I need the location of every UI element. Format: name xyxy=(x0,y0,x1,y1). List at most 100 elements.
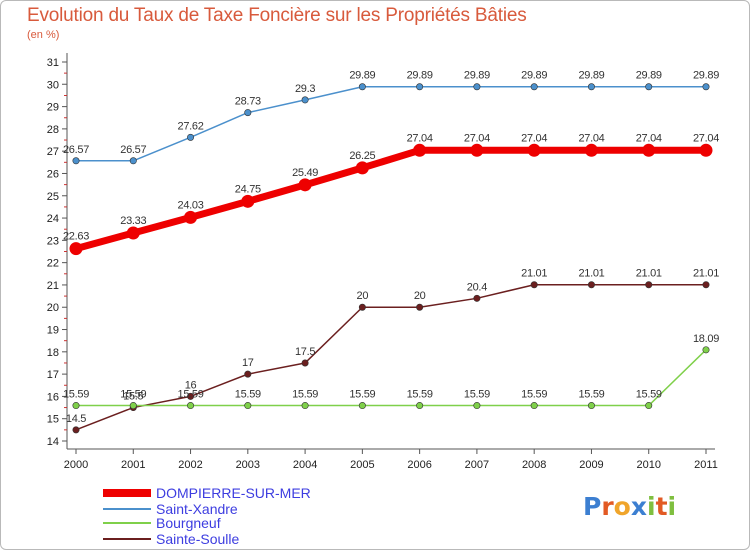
data-label: 21.01 xyxy=(693,268,719,280)
data-label: 25.49 xyxy=(292,167,318,179)
data-label: 15.59 xyxy=(464,389,490,401)
data-label: 26.57 xyxy=(120,144,146,156)
data-point xyxy=(244,402,252,410)
data-label: 29.89 xyxy=(407,70,433,82)
data-point xyxy=(702,83,710,91)
x-tick-label: 2006 xyxy=(407,459,431,471)
y-tick-label: 19 xyxy=(47,325,59,337)
data-label: 26.57 xyxy=(63,144,89,156)
data-label: 15.59 xyxy=(636,389,662,401)
data-label: 29.89 xyxy=(349,70,375,82)
series-line-saint-xandre xyxy=(76,85,706,162)
data-label: 27.62 xyxy=(178,120,204,132)
legend-label: Sainte-Soulle xyxy=(156,531,239,547)
data-point xyxy=(187,402,195,410)
data-label: 29.89 xyxy=(693,70,719,82)
logo-letter: P xyxy=(583,492,601,521)
data-label: 15.5 xyxy=(123,391,143,403)
data-point xyxy=(126,226,140,240)
data-point xyxy=(187,133,195,141)
data-point xyxy=(244,370,252,378)
data-label: 27.04 xyxy=(636,132,662,144)
logo-letter: t xyxy=(656,492,668,521)
logo-letter: i xyxy=(647,492,656,521)
x-tick-label: 2011 xyxy=(694,459,718,471)
series-line-sainte-soulle xyxy=(75,283,706,431)
y-tick-label: 17 xyxy=(47,369,59,381)
y-tick-label: 22 xyxy=(47,258,59,270)
logo-letter: i xyxy=(668,492,677,521)
y-tick-label: 18 xyxy=(47,347,59,359)
x-tick-label: 2009 xyxy=(579,459,603,471)
data-label: 17 xyxy=(242,357,254,369)
proxiti-logo: Proxiti xyxy=(583,492,676,521)
data-point xyxy=(129,402,137,410)
data-point xyxy=(358,303,366,311)
data-point xyxy=(355,161,369,175)
data-point xyxy=(358,402,366,410)
y-tick-label: 26 xyxy=(47,168,59,180)
data-point xyxy=(530,402,538,410)
data-label: 21.01 xyxy=(578,268,604,280)
data-point xyxy=(416,303,424,311)
data-point xyxy=(184,210,198,224)
data-label: 15.59 xyxy=(521,389,547,401)
data-point xyxy=(241,194,255,208)
data-point xyxy=(129,157,137,165)
legend-label: DOMPIERRE-SUR-MER xyxy=(156,485,311,501)
y-tick-label: 28 xyxy=(47,124,59,136)
series-line-bourgneuf xyxy=(76,349,707,407)
data-point xyxy=(645,281,653,289)
x-tick-label: 2010 xyxy=(636,459,660,471)
data-label: 26.25 xyxy=(349,150,375,162)
y-tick-label: 31 xyxy=(47,57,59,69)
data-point xyxy=(301,96,309,104)
data-label: 20 xyxy=(414,290,426,302)
data-point xyxy=(244,109,252,117)
data-label: 15.59 xyxy=(292,389,318,401)
data-label: 20 xyxy=(357,290,369,302)
data-label: 29.89 xyxy=(636,70,662,82)
x-tick-label: 2001 xyxy=(121,459,145,471)
data-label: 29.3 xyxy=(295,83,315,95)
data-point xyxy=(187,392,195,400)
data-label: 21.01 xyxy=(636,268,662,280)
data-label: 29.89 xyxy=(521,70,547,82)
y-tick-label: 24 xyxy=(47,213,59,225)
data-label: 16 xyxy=(185,379,197,391)
data-point xyxy=(702,346,710,354)
data-point xyxy=(642,143,656,157)
data-point xyxy=(416,83,424,91)
data-label: 22.63 xyxy=(63,231,89,243)
data-label: 24.75 xyxy=(235,183,261,195)
data-point xyxy=(473,83,481,91)
y-tick-label: 25 xyxy=(47,191,59,203)
y-tick-label: 23 xyxy=(47,235,59,247)
data-point xyxy=(645,402,653,410)
data-label: 27.04 xyxy=(407,132,433,144)
y-tick-label: 27 xyxy=(47,146,59,158)
logo-letter: r xyxy=(601,492,614,521)
data-label: 23.33 xyxy=(120,215,146,227)
data-point xyxy=(69,242,83,256)
y-tick-label: 14 xyxy=(47,436,59,448)
chart-title: Evolution du Taux de Taxe Foncière sur l… xyxy=(27,5,527,26)
data-label: 24.03 xyxy=(178,199,204,211)
data-label: 15.59 xyxy=(120,389,146,401)
x-tick-label: 2000 xyxy=(64,459,88,471)
data-point xyxy=(587,83,595,91)
data-point xyxy=(301,402,309,410)
data-point xyxy=(587,281,595,289)
data-label: 29.89 xyxy=(578,70,604,82)
data-point xyxy=(301,359,309,367)
legend-label: Bourgneuf xyxy=(156,515,221,531)
data-label: 14.5 xyxy=(66,413,86,425)
y-tick-label: 16 xyxy=(47,391,59,403)
data-label: 15.59 xyxy=(178,389,204,401)
logo-letter: o xyxy=(614,492,631,521)
logo-letter: x xyxy=(631,492,647,521)
x-tick-label: 2007 xyxy=(465,459,489,471)
data-point xyxy=(413,143,427,157)
data-point xyxy=(530,281,538,289)
